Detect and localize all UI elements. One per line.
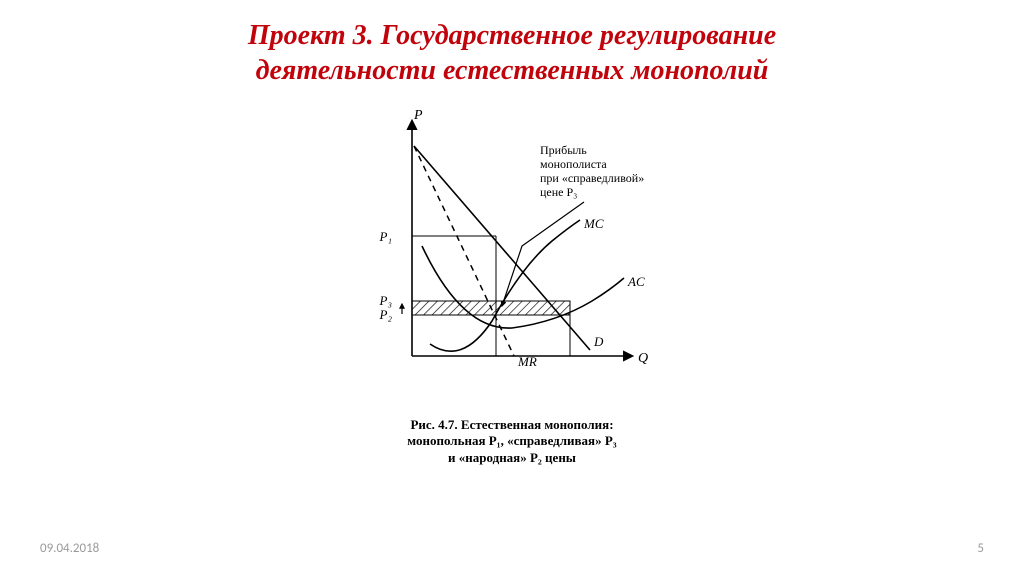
svg-text:монополиста: монополиста <box>540 157 607 171</box>
diagram-container: P Q P₁ P₃P₂ MC AC D MR Прибыльмонополистапри «сп… <box>0 106 1024 466</box>
slide-title: Проект 3. Государственное регулирование … <box>0 0 1024 88</box>
slide-title-line2: деятельности естественных монополий <box>256 55 769 86</box>
slide-title-line1: Проект 3. Государственное регулирование <box>248 20 776 51</box>
diagram-caption: Рис. 4.7. Естественная монополия: монопо… <box>352 417 672 466</box>
economics-diagram: P Q P₁ P₃P₂ MC AC D MR Прибыльмонополистапри «сп… <box>352 106 672 466</box>
caption-line3: и «народная» P₂ цены <box>448 450 576 465</box>
svg-text:при «справедливой»: при «справедливой» <box>540 171 644 185</box>
svg-text:AC: AC <box>627 274 645 289</box>
svg-text:цене P₃: цене P₃ <box>540 185 577 199</box>
svg-text:P: P <box>413 108 423 123</box>
svg-text:P₂: P₂ <box>379 307 393 322</box>
footer-date: 09.04.2018 <box>40 541 99 556</box>
caption-line1: Рис. 4.7. Естественная монополия: <box>410 417 613 432</box>
svg-text:Q: Q <box>638 351 648 366</box>
svg-text:D: D <box>593 334 604 349</box>
svg-text:MC: MC <box>583 216 604 231</box>
svg-text:P₁: P₁ <box>379 229 392 244</box>
caption-line2: монопольная P₁, «справедливая» P₃ <box>407 433 616 448</box>
svg-text:P₃: P₃ <box>379 293 392 308</box>
svg-text:MR: MR <box>517 354 537 369</box>
svg-text:Прибыль: Прибыль <box>540 143 587 157</box>
footer-page-number: 5 <box>977 541 984 556</box>
diagram-svg: P Q P₁ P₃P₂ MC AC D MR Прибыльмонополистапри «сп… <box>352 106 672 406</box>
